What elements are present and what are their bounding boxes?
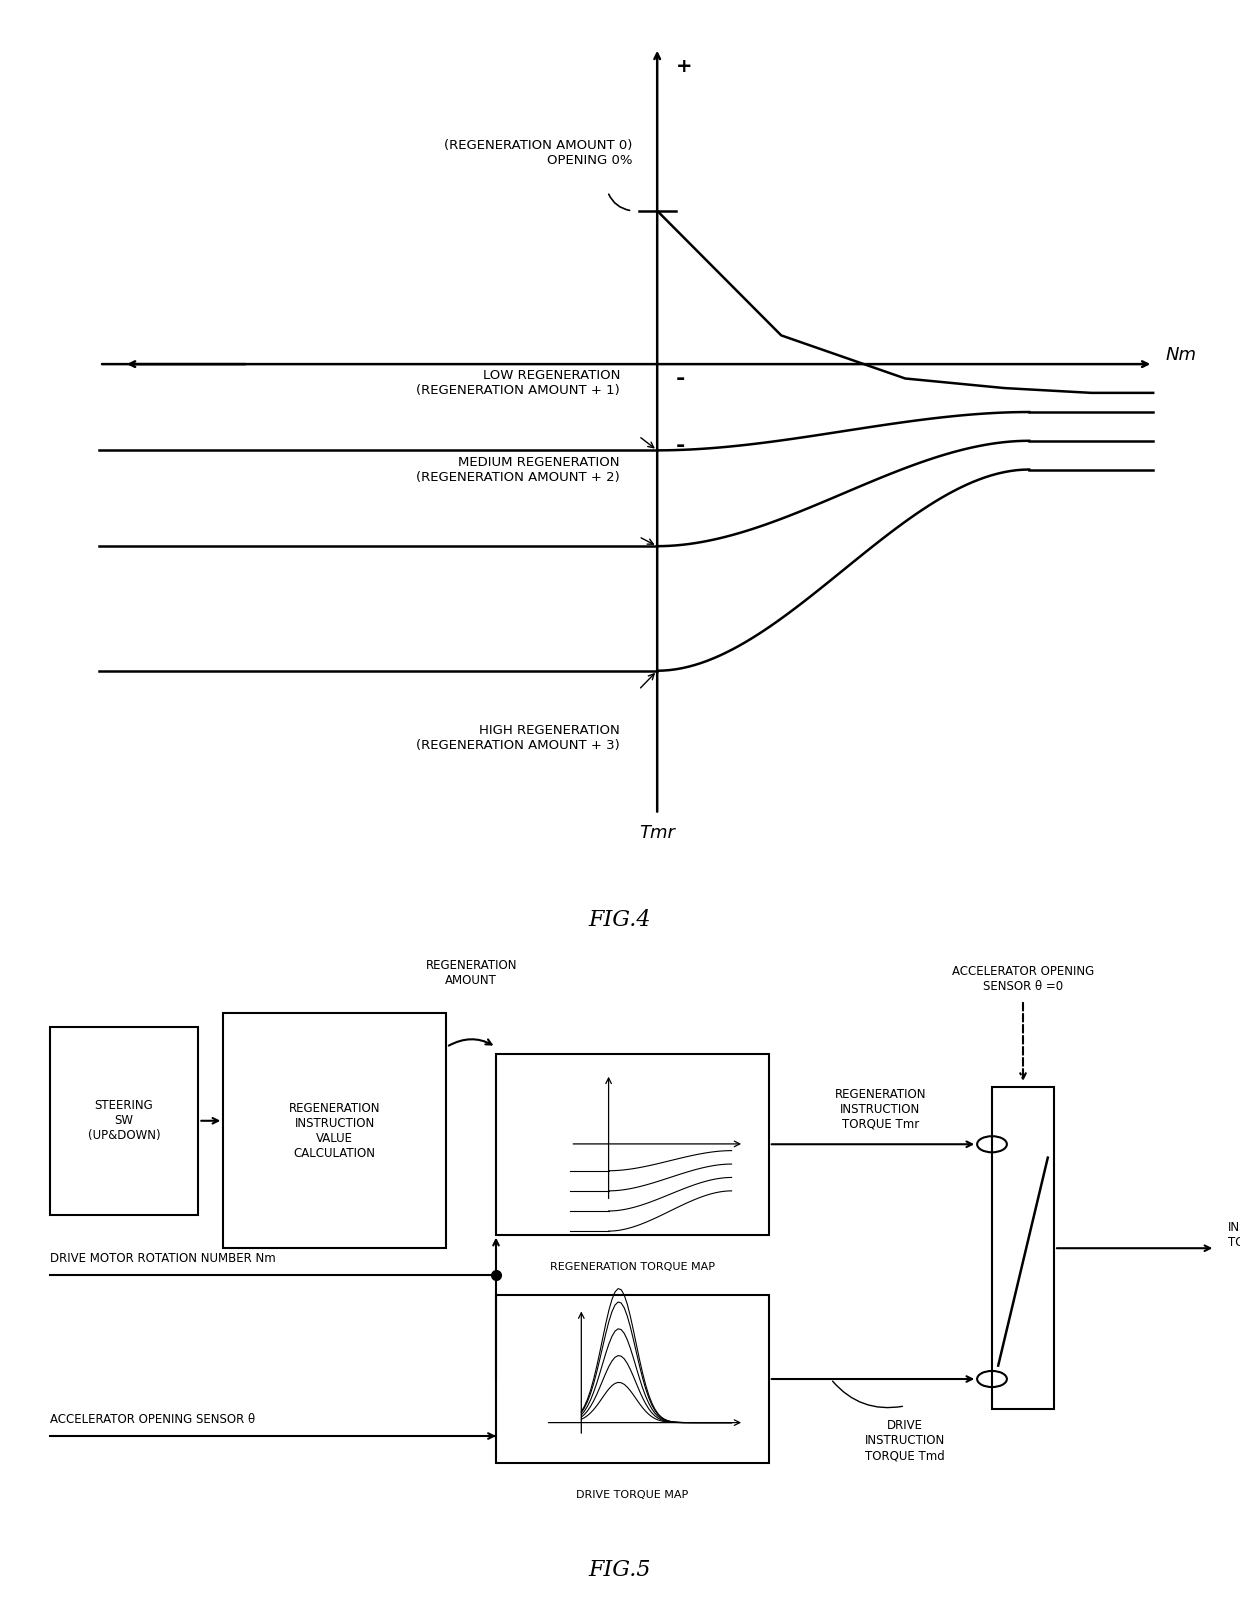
Bar (496, 1054, 769, 1234)
Text: DRIVE TORQUE MAP: DRIVE TORQUE MAP (577, 1490, 688, 1500)
Bar (223, 1014, 446, 1249)
Text: (REGENERATION AMOUNT 0)
OPENING 0%: (REGENERATION AMOUNT 0) OPENING 0% (444, 139, 632, 168)
Text: HIGH REGENERATION
(REGENERATION AMOUNT + 3): HIGH REGENERATION (REGENERATION AMOUNT +… (417, 723, 620, 752)
Text: Nm: Nm (1166, 345, 1197, 364)
Text: FIG.4: FIG.4 (589, 909, 651, 931)
Text: FIG.5: FIG.5 (589, 1559, 651, 1581)
Text: DRIVE MOTOR ROTATION NUMBER Nm: DRIVE MOTOR ROTATION NUMBER Nm (50, 1252, 275, 1265)
Text: REGENERATION TORQUE MAP: REGENERATION TORQUE MAP (549, 1262, 715, 1271)
Text: STEERING
SW
(UP&DOWN): STEERING SW (UP&DOWN) (88, 1099, 160, 1142)
Text: REGENERATION
INSTRUCTION
TORQUE Tmr: REGENERATION INSTRUCTION TORQUE Tmr (835, 1088, 926, 1131)
Text: +: + (676, 57, 692, 77)
Text: Tmr: Tmr (640, 824, 675, 842)
Text: REGENERATION
AMOUNT: REGENERATION AMOUNT (425, 958, 517, 987)
Text: DRIVE
INSTRUCTION
TORQUE Tmd: DRIVE INSTRUCTION TORQUE Tmd (866, 1420, 945, 1463)
Text: -: - (676, 436, 686, 455)
Bar (992, 1088, 1054, 1409)
Bar (496, 1295, 769, 1463)
Text: -: - (676, 369, 686, 390)
Text: ACCELERATOR OPENING SENSOR θ: ACCELERATOR OPENING SENSOR θ (50, 1413, 254, 1426)
Bar (50, 1027, 198, 1215)
Text: REGENERATION
INSTRUCTION
VALUE
CALCULATION: REGENERATION INSTRUCTION VALUE CALCULATI… (289, 1102, 381, 1159)
Text: MEDIUM REGENERATION
(REGENERATION AMOUNT + 2): MEDIUM REGENERATION (REGENERATION AMOUNT… (417, 455, 620, 484)
Text: ACCELERATOR OPENING
SENSOR θ =0: ACCELERATOR OPENING SENSOR θ =0 (952, 965, 1094, 993)
Text: LOW REGENERATION
(REGENERATION AMOUNT + 1): LOW REGENERATION (REGENERATION AMOUNT + … (417, 369, 620, 398)
Text: INSTRUCTION
TORQUE Tm: INSTRUCTION TORQUE Tm (1228, 1220, 1240, 1249)
